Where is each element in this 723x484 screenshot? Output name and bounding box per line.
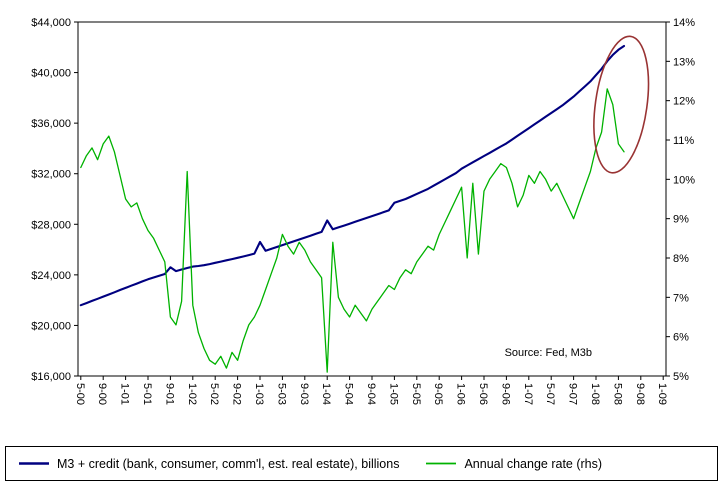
x-axis-tick-label: 1-07 [522, 383, 534, 405]
series-lines [79, 44, 626, 373]
x-axis-tick-label: 9-06 [499, 383, 511, 405]
x-axis-tick-label: 5-03 [275, 383, 287, 405]
right-axis-tick-label: 5% [673, 371, 689, 383]
right-axis: 5% 6% 7% 8% 9% 10% 11% 12% 13% 14% [666, 17, 695, 383]
x-axis-tick-label: 1-04 [320, 383, 332, 405]
legend-label-annual-change: Annual change rate (rhs) [464, 456, 603, 471]
left-axis-tick-label: $36,000 [31, 118, 71, 130]
x-axis-tick-label: 1-03 [253, 383, 265, 405]
legend-item-m3-credit: M3 + credit (bank, consumer, comm'l, est… [18, 457, 399, 471]
x-axis-tick-label: 1-01 [119, 383, 131, 405]
annual-change-line-sample [426, 462, 457, 465]
x-axis-tick-label: 1-05 [387, 383, 399, 405]
x-axis-tick-label: 5-02 [208, 383, 220, 405]
left-axis-tick-label: $16,000 [31, 371, 71, 383]
series-line-0 [79, 44, 626, 307]
right-axis-tick-label: 11% [673, 135, 694, 147]
plot-border [77, 21, 667, 377]
left-axis-tick-label: $20,000 [31, 320, 71, 332]
x-axis-tick-label: 9-01 [163, 383, 175, 405]
left-axis-tick-label: $40,000 [31, 68, 71, 80]
right-axis-tick-label: 13% [673, 56, 695, 68]
right-axis-tick-label: 6% [673, 332, 689, 344]
x-axis: 5-00 9-00 1-01 5-01 9-01 1-02 5-02 9-02 1-03 5-03… [74, 376, 668, 405]
highlight-ellipse [593, 35, 650, 174]
m3-credit-line-sample [19, 462, 49, 465]
right-axis-tick-label: 14% [673, 17, 695, 29]
x-axis-tick-label: 1-09 [656, 383, 668, 405]
right-axis-tick-label: 7% [673, 292, 689, 304]
series-line-1 [80, 88, 625, 373]
right-axis-tick-label: 12% [673, 96, 695, 108]
legend-item-annual-change: Annual change rate (rhs) [425, 457, 602, 471]
left-axis-tick-label: $44,000 [31, 17, 71, 29]
x-axis-tick-label: 5-04 [343, 383, 355, 405]
x-axis-tick-label: 9-02 [231, 383, 243, 405]
x-axis-tick-label: 5-00 [74, 383, 86, 405]
x-axis-tick-label: 9-05 [432, 383, 444, 405]
chart-plot-area: $16,000 $20,000 $24,000 $28,000 $32,000 $36,0… [31, 17, 695, 405]
x-axis-tick-label: 5-01 [141, 383, 153, 405]
left-axis-tick-label: $24,000 [31, 270, 71, 282]
x-axis-tick-label: 5-06 [477, 383, 489, 405]
right-axis-tick-label: 8% [673, 253, 689, 265]
x-axis-tick-label: 1-08 [589, 383, 601, 405]
x-axis-tick-label: 9-08 [634, 383, 646, 405]
right-axis-tick-label: 9% [673, 214, 689, 226]
x-axis-tick-label: 1-02 [186, 383, 198, 405]
x-axis-tick-label: 1-06 [455, 383, 467, 405]
x-axis-tick-label: 9-03 [298, 383, 310, 405]
x-axis-tick-label: 5-07 [544, 383, 556, 405]
x-axis-tick-label: 5-08 [611, 383, 623, 405]
left-axis: $16,000 $20,000 $24,000 $28,000 $32,000 $36,0… [31, 17, 78, 383]
left-axis-tick-label: $32,000 [31, 169, 71, 181]
left-axis-tick-label: $28,000 [31, 219, 71, 231]
legend-label-m3-credit: M3 + credit (bank, consumer, comm'l, est… [57, 456, 400, 471]
x-axis-tick-label: 9-04 [365, 383, 377, 405]
right-axis-tick-label: 10% [673, 174, 695, 186]
x-axis-tick-label: 5-05 [410, 383, 422, 405]
chart-legend: M3 + credit (bank, consumer, comm'l, est… [5, 446, 718, 481]
x-axis-tick-label: 9-00 [96, 383, 108, 405]
x-axis-tick-label: 9-07 [567, 383, 579, 405]
source-note: Source: Fed, M3b [505, 347, 592, 359]
